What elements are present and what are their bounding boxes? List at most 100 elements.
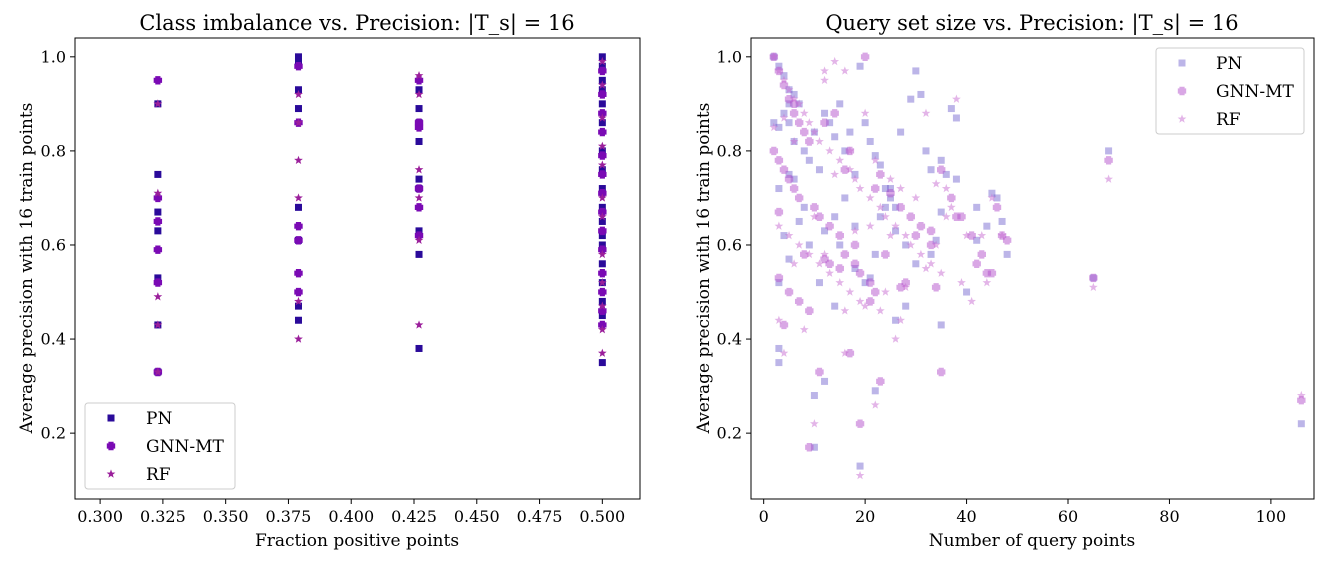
data-point	[805, 306, 814, 316]
data-point	[845, 165, 855, 174]
data-point	[805, 241, 813, 249]
data-point	[774, 221, 784, 230]
data-point	[825, 221, 834, 231]
data-point	[871, 184, 880, 193]
data-point	[789, 184, 799, 193]
data-point	[993, 194, 1001, 202]
data-point	[941, 183, 951, 193]
data-point	[992, 203, 1002, 212]
data-point	[820, 75, 829, 85]
data-point	[826, 119, 834, 127]
data-point	[907, 95, 915, 103]
data-point	[881, 203, 889, 211]
data-point	[927, 166, 935, 174]
data-point	[902, 241, 910, 249]
legend-label-gnn-mt: GNN-MT	[1216, 82, 1294, 102]
data-point	[294, 221, 303, 231]
data-point	[1104, 174, 1113, 183]
data-point	[598, 217, 606, 225]
data-point	[799, 108, 809, 117]
data-point	[932, 236, 940, 244]
legend: PN GNN-MT RF	[84, 402, 236, 490]
x-tick-label: 60	[1058, 507, 1078, 526]
data-point	[997, 230, 1007, 240]
data-point	[886, 189, 895, 198]
legend-marker-rf	[106, 469, 116, 478]
data-point	[850, 174, 860, 183]
y-tick-label: 0.6	[717, 235, 742, 254]
data-point	[779, 113, 789, 122]
data-point	[779, 348, 789, 357]
data-point	[598, 312, 606, 320]
data-point	[831, 133, 839, 141]
data-point	[830, 109, 839, 118]
data-point	[891, 334, 900, 343]
data-point	[294, 118, 303, 127]
data-point	[294, 302, 302, 310]
data-point	[598, 76, 606, 84]
data-point	[875, 202, 885, 212]
data-point	[154, 170, 162, 178]
data-point	[947, 193, 956, 203]
data-point	[779, 75, 789, 85]
data-point	[1297, 420, 1305, 428]
data-point	[415, 250, 423, 258]
data-point	[770, 119, 778, 127]
data-point	[931, 283, 941, 292]
series-pn	[154, 53, 606, 376]
data-point	[967, 296, 977, 306]
data-point	[892, 316, 900, 324]
data-point	[825, 268, 834, 277]
data-point	[597, 113, 607, 122]
data-point	[830, 56, 840, 66]
data-point	[860, 301, 870, 310]
data-point	[896, 183, 905, 193]
y-tick-label: 0.2	[41, 424, 66, 443]
data-point	[840, 306, 850, 315]
legend-label-rf: RF	[146, 465, 171, 485]
data-point	[856, 462, 864, 470]
data-point	[835, 264, 844, 273]
data-point	[769, 122, 779, 132]
data-point	[820, 66, 829, 75]
data-point	[851, 265, 859, 272]
data-point	[952, 212, 961, 221]
data-point	[598, 62, 606, 70]
legend-marker-pn	[1178, 59, 1186, 67]
data-point	[790, 90, 798, 98]
data-point	[850, 226, 860, 235]
data-point	[294, 89, 303, 99]
y-axis-ticks: 0.2 0.4 0.6 0.8 1.0	[717, 47, 751, 443]
data-point	[598, 166, 606, 174]
data-point	[598, 86, 606, 94]
data-point	[836, 241, 844, 249]
y-tick-label: 0.4	[41, 330, 66, 349]
y-tick-label: 0.6	[41, 235, 66, 254]
legend: PN GNN-MT RF	[1155, 47, 1305, 135]
data-point	[901, 230, 911, 240]
data-point	[855, 419, 865, 428]
data-point	[779, 320, 789, 330]
data-point	[598, 189, 607, 198]
data-point	[916, 221, 926, 231]
data-point	[154, 274, 162, 282]
data-point	[942, 170, 950, 178]
data-point	[598, 320, 607, 330]
data-point	[1104, 156, 1113, 165]
data-point	[937, 208, 945, 216]
data-point	[769, 146, 779, 156]
data-point	[794, 193, 804, 203]
data-point	[598, 170, 607, 179]
data-point	[153, 292, 163, 301]
legend-marker-symbol	[107, 414, 115, 422]
plot-area	[769, 52, 1306, 480]
data-point	[926, 226, 936, 236]
legend-marker-gnn-mt	[1177, 86, 1187, 96]
data-point	[598, 241, 606, 249]
data-point	[821, 109, 829, 117]
data-point	[820, 249, 829, 259]
data-point	[780, 72, 788, 80]
legend-marker-pn	[107, 414, 115, 422]
legend-marker-symbol	[106, 441, 116, 451]
data-point	[805, 137, 814, 146]
